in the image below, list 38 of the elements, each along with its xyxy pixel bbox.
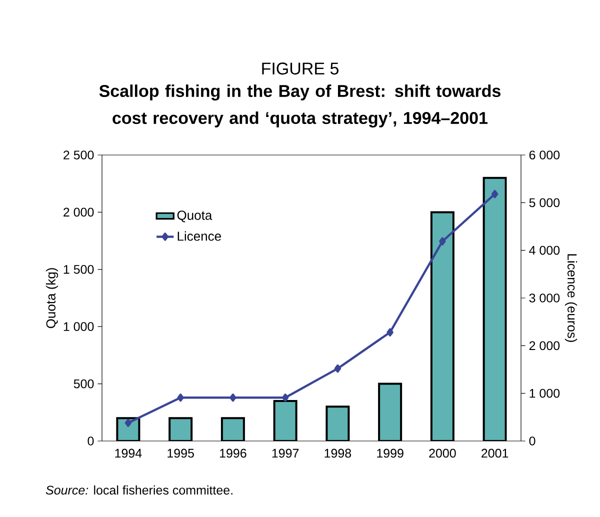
- chart-subtitle: Scallop fishing in the Bay of Brest: shift towards cost recovery and ‘quota strategy’, 1994–2001: [99, 84, 500, 128]
- y2-tick-label: 5 000: [529, 198, 560, 208]
- x-tick-label: 1999: [377, 448, 404, 458]
- y2-tick-label: 1 000: [530, 388, 560, 398]
- y-tick-label: 2 500: [64, 150, 94, 160]
- bar: [430, 211, 454, 441]
- x-tick-label: 2001: [482, 448, 508, 458]
- x-tick-label: 1995: [168, 448, 194, 458]
- x-tick-label: 1996: [220, 448, 246, 458]
- y-axis-title: Quota (kg): [46, 268, 58, 328]
- y2-tick-label: 2 000: [529, 341, 560, 350]
- y2-axis-title: Licence (euros): [564, 254, 578, 342]
- point: [177, 394, 184, 402]
- point: [334, 364, 342, 373]
- y-tick-label: 2 000: [64, 208, 94, 217]
- point: [491, 190, 498, 198]
- y-tick-label: 500: [74, 379, 94, 388]
- y-tick-label: 1 500: [64, 264, 94, 274]
- y2-tick-label: 4 000: [529, 246, 560, 255]
- x-tick-label: 1998: [324, 448, 352, 458]
- y2-tick-label: 6 000: [529, 150, 560, 160]
- x-tick-label: 1997: [272, 448, 299, 458]
- y2-tick-label: 3 000: [529, 294, 560, 302]
- point: [439, 237, 446, 246]
- chart-title: FIGURE 5: [262, 62, 338, 75]
- x-tick-label: 1994: [115, 448, 142, 458]
- y-tick-label: 1 000: [64, 322, 94, 332]
- y2-tick-label: 0: [529, 436, 536, 446]
- legend-label: Licence: [178, 231, 221, 241]
- text: Source: local fisheries committee.: [46, 485, 232, 495]
- bar: [482, 176, 507, 441]
- point: [282, 394, 289, 402]
- legend-label: Quota: [177, 210, 212, 222]
- point: [124, 418, 132, 427]
- y-tick-label: 0: [88, 436, 94, 446]
- x-tick-label: 2000: [429, 448, 456, 458]
- point: [386, 328, 394, 336]
- point: [230, 394, 236, 402]
